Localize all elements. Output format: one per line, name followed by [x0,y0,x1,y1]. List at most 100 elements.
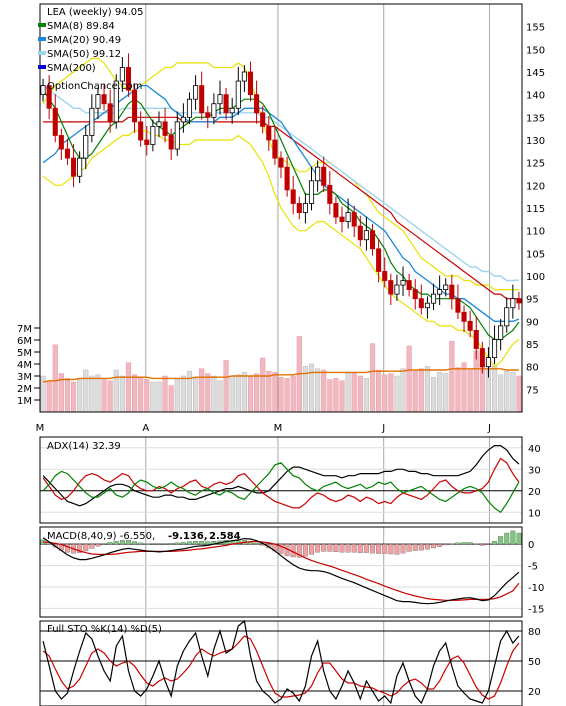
macd-hist-bar-44 [309,543,314,555]
macd-hist-bar-76 [504,532,510,545]
candle-body-68 [455,298,461,313]
candle-body-69 [461,311,467,322]
macd-hist-bar-26 [199,540,205,545]
volume-bar-50 [345,373,351,413]
volume-bar-24 [186,370,193,413]
price-tick-85: 85 [526,340,539,351]
volume-bar-49 [339,380,345,413]
volume-bar-71 [473,350,479,413]
macd-hist-bar-11 [107,542,113,545]
adx-line-adx [42,445,520,507]
candle-body-78 [516,298,522,304]
macd-hist-bar-42 [296,543,302,558]
legend-label-0: SMA(8) 89.84 [47,21,115,32]
candle-body-14 [125,67,132,91]
macd-hist-bar-4 [64,543,70,553]
macd-hist-bar-63 [424,543,430,550]
candle-body-35 [254,94,260,114]
macd-signal-value: -9.136, [168,531,208,542]
volume-bar-5 [70,381,77,413]
adx-tick-10: 10 [528,508,541,519]
volume-bar-30 [223,360,229,413]
macd-hist-value: 2.584 [209,531,241,542]
volume-bar-37 [266,370,272,413]
candle-body-23 [180,116,186,123]
candle-body-76 [504,307,510,327]
volume-tick-1M: 1M [17,396,32,407]
candle-body-28 [211,103,217,118]
volume-bar-31 [229,375,235,413]
macd-hist-bar-50 [345,543,351,553]
candle-body-77 [510,298,516,309]
candle-body-36 [260,112,266,127]
price-tick-135: 135 [526,113,545,124]
candle-body-40 [284,166,290,191]
volume-bar-1 [46,380,52,413]
macd-hist-bar-25 [193,540,199,545]
candle-body-29 [217,94,223,105]
candle-body-17 [144,139,150,145]
adx-tick-40: 40 [528,444,541,455]
macd-hist-bar-13 [119,540,125,545]
price-tick-100: 100 [526,272,545,283]
macd-hist-bar-72 [479,543,485,546]
macd-title: MACD(8,40,9) -6.550, [47,531,155,542]
macd-hist-bar-59 [400,543,406,554]
candle-body-66 [443,284,449,291]
macd-hist-bar-6 [77,543,83,553]
volume-bar-44 [308,363,315,413]
volume-tick-4M: 4M [17,360,32,371]
volume-bar-34 [247,375,254,413]
candle-body-61 [412,289,418,300]
candle-body-53 [363,230,369,241]
adx-tick-20: 20 [528,487,541,498]
volume-bar-38 [272,372,278,413]
macd-hist-bar-68 [455,542,461,545]
volume-bar-64 [430,376,437,413]
price-tick-80: 80 [526,363,539,374]
volume-bar-18 [150,381,156,413]
volume-bar-76 [504,370,510,413]
sto-k-line [42,619,520,705]
candle-body-65 [437,289,443,295]
volume-bar-52 [357,375,363,413]
sto-tick-20: 20 [528,687,541,698]
price-panel-frame [39,3,523,413]
x-tick-2-M: M [274,423,283,434]
price-tick-130: 130 [526,136,545,147]
candle-body-1 [46,85,52,109]
candle-body-50 [345,212,351,223]
macd-hist-bar-45 [315,543,321,553]
candle-body-8 [89,107,95,136]
macd-hist-bar-52 [357,543,363,553]
volume-bar-54 [369,343,376,413]
candle-body-34 [247,71,254,96]
macd-hist-bar-55 [376,543,382,554]
legend-swatch-3 [38,65,46,69]
candle-body-37 [266,126,272,141]
candle-body-57 [388,280,394,295]
macd-hist-bar-62 [418,543,424,551]
volume-bar-75 [498,374,504,413]
macd-hist-bar-47 [327,543,333,552]
candle-body-47 [327,184,333,204]
volume-bar-19 [156,381,162,413]
candle-body-18 [150,126,156,145]
macd-hist-bar-23 [180,542,186,545]
macd-hist-bar-7 [83,543,89,552]
candle-body-4 [64,148,70,159]
volume-bar-62 [418,368,424,413]
macd-signal-line [43,541,520,601]
candle-body-46 [321,166,327,186]
candle-body-11 [107,103,113,123]
candle-body-16 [138,121,144,141]
macd-hist-bar-69 [461,542,467,545]
macd-hist-bar-20 [162,543,168,545]
volume-average-line [42,368,519,383]
candle-body-39 [278,157,284,168]
volume-bar-13 [119,375,125,413]
price-tick-150: 150 [526,45,545,56]
price-tick-125: 125 [526,159,545,170]
macd-hist-bar-21 [168,543,174,545]
macd-hist-bar-24 [187,541,192,545]
